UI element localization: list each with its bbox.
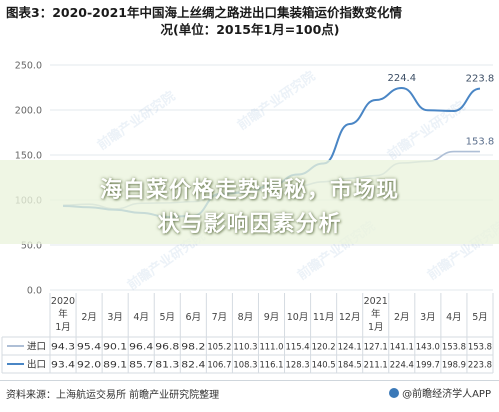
- table-cell: 81.3: [155, 361, 179, 371]
- chart-title: 图表3：2020-2021年中国海上丝绸之路进出口集装箱运价指数变化情 况(单位…: [6, 4, 494, 38]
- table-cell: 184.5: [338, 361, 362, 371]
- x-tick-label: 2月: [81, 312, 97, 323]
- table-cell: 94.3: [51, 343, 75, 353]
- x-tick-label: 7月: [212, 312, 228, 323]
- table-cell: 224.4: [390, 361, 414, 371]
- chart-title-line2: 况(单位：2015年1月=100点): [160, 22, 340, 37]
- x-tick-label: 年: [371, 308, 381, 320]
- x-tick-label: 2021: [364, 296, 388, 307]
- x-tick-label: 2月: [394, 312, 410, 323]
- table-cell: 128.3: [286, 361, 310, 371]
- x-tick-label: 5月: [159, 312, 175, 323]
- x-tick-label: 9月: [264, 312, 280, 323]
- brand-credit: @前瞻经济学人APP: [389, 385, 491, 400]
- table-cell: 124.1: [338, 343, 362, 353]
- table-cell: 85.7: [129, 361, 153, 371]
- data-labels: 224.4 223.8 153.8: [387, 73, 494, 148]
- table-cell: 82.4: [181, 361, 205, 371]
- table-cell: 199.7: [416, 361, 440, 371]
- data-label: 223.8: [466, 74, 495, 85]
- brand-logo-icon: [389, 388, 400, 398]
- table-cell: 143.0: [416, 343, 440, 353]
- y-tick-label: 250.0: [15, 61, 42, 72]
- table-cell: 96.8: [155, 343, 179, 353]
- x-tick-label: 8月: [238, 312, 254, 323]
- table-cell: 95.4: [77, 343, 101, 353]
- table-cell: 111.0: [259, 343, 283, 353]
- x-tick-label: 4月: [446, 312, 462, 323]
- table-cell: 211.1: [364, 361, 388, 371]
- y-tick-label: 150.0: [15, 151, 42, 162]
- table-cell: 116.1: [259, 361, 283, 371]
- legend-label: 出口: [27, 359, 46, 371]
- legend-label: 进口: [27, 342, 46, 353]
- table-cell: 90.1: [103, 343, 127, 353]
- table-cell: 141.1: [390, 343, 414, 353]
- table-cell: 115.4: [286, 343, 310, 353]
- table-cell: 98.2: [181, 343, 205, 353]
- y-tick-label: 0.0: [27, 286, 42, 297]
- x-tick-label: 11月: [313, 312, 335, 323]
- table-cell: 140.5: [312, 361, 336, 371]
- table-cell: 93.4: [51, 361, 75, 371]
- table-cell: 105.2: [207, 343, 231, 353]
- headline-banner: [0, 160, 499, 244]
- chart-title-line1: 图表3：2020-2021年中国海上丝绸之路进出口集装箱运价指数变化情: [6, 5, 402, 20]
- brand-label: @前瞻经济学人APP: [402, 389, 491, 400]
- x-tick-label: 年: [58, 308, 68, 320]
- source-note: 资料来源：上海航运交易所 前瞻产业研究院整理: [6, 390, 220, 401]
- table-cell: 120.2: [312, 343, 336, 353]
- data-label: 224.4: [387, 73, 416, 84]
- y-tick-label: 200.0: [15, 106, 42, 117]
- x-tick-label: 6月: [186, 312, 202, 323]
- headline-line1: 海白菜价格走势揭秘，市场现: [99, 178, 399, 203]
- x-tick-label: 12月: [339, 312, 361, 323]
- x-tick-label: 10月: [287, 312, 309, 323]
- data-table: 进口 94.3 95.4 90.1 96.4 96.8 98.2 105.2 110.3 111.…: [1, 293, 494, 374]
- table-cell: 198.9: [442, 361, 466, 371]
- table-cell: 108.3: [233, 361, 257, 371]
- table-cell: 96.4: [129, 343, 153, 353]
- x-tick-label: 3月: [107, 312, 123, 323]
- table-cell: 153.8: [468, 343, 492, 353]
- x-tick-label: 1月: [368, 322, 384, 333]
- table-cell: 106.7: [207, 361, 231, 371]
- y-tick-label: 50.0: [21, 241, 42, 252]
- table-cell: 89.1: [103, 361, 127, 371]
- x-tick-label: 3月: [420, 312, 436, 323]
- x-tick-label: 5月: [472, 312, 488, 323]
- x-tick-label: 4月: [133, 312, 149, 323]
- data-label: 153.8: [466, 137, 495, 148]
- x-tick-label: 1月: [55, 322, 71, 333]
- table-cell: 92.0: [77, 361, 101, 371]
- headline-line2: 状与影响因素分析: [157, 212, 342, 237]
- table-cell: 223.8: [468, 361, 492, 371]
- table-cell: 153.8: [442, 343, 466, 353]
- footer-divider: [0, 380, 499, 381]
- x-tick-label: 2020: [51, 296, 75, 307]
- table-cell: 127.1: [364, 343, 388, 353]
- table-cell: 110.3: [233, 343, 257, 353]
